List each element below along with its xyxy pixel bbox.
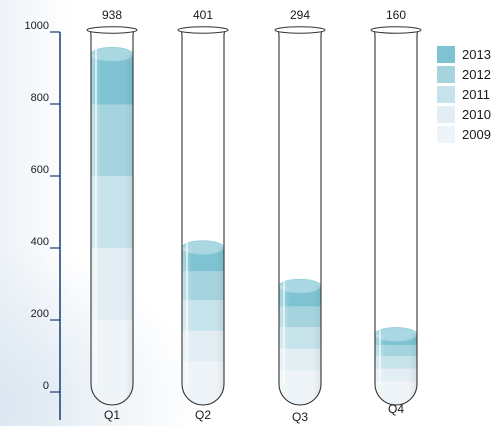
tube-q4: 160 Q4 — [370, 8, 422, 416]
tube-outline — [178, 29, 228, 406]
x-tick-label-q1: Q1 — [104, 408, 120, 422]
tube-outline — [371, 29, 421, 406]
data-label-q1: 938 — [102, 8, 122, 22]
x-tick-label-q2: Q2 — [195, 408, 211, 422]
data-label-q4: 160 — [386, 8, 406, 22]
x-tick-label-q4: Q4 — [388, 402, 404, 416]
tube-q1: 938 Q1 — [86, 8, 138, 422]
y-tick-label: 800 — [31, 92, 49, 104]
legend-label-2013: 2013 — [462, 47, 491, 62]
liquid-shade — [279, 286, 321, 405]
y-tick-label: 400 — [31, 236, 49, 248]
liquid-shade — [91, 54, 133, 405]
legend-label-2009: 2009 — [462, 127, 491, 142]
y-tick-label: 1000 — [25, 20, 49, 32]
legend-label-2012: 2012 — [462, 67, 491, 82]
y-tick-label: 0 — [43, 380, 49, 392]
legend-label-2010: 2010 — [462, 107, 491, 122]
x-tick-label-q3: Q3 — [292, 410, 308, 424]
y-tick-label: 200 — [31, 308, 49, 320]
legend-swatch-2011 — [437, 86, 455, 103]
tube-outline — [275, 29, 325, 406]
tube-q3: 294 Q3 — [274, 8, 326, 424]
legend-swatch-2012 — [437, 66, 455, 83]
tube-rim — [274, 26, 326, 34]
y-tick-label: 600 — [31, 164, 49, 176]
legend-swatch-2010 — [437, 106, 455, 123]
data-label-q3: 294 — [290, 8, 310, 22]
tube-rim — [370, 26, 422, 34]
liquid-shade — [182, 247, 224, 405]
tube-outline — [87, 29, 137, 406]
legend-swatch-2013 — [437, 46, 455, 63]
data-label-q2: 401 — [193, 8, 213, 22]
tube-rim — [86, 26, 138, 34]
tube-q2: 401 Q2 — [177, 8, 229, 422]
liquid-shade — [375, 334, 417, 405]
tube-rim — [177, 26, 229, 34]
legend-label-2011: 2011 — [462, 87, 490, 102]
legend-swatch-2009 — [437, 126, 455, 143]
